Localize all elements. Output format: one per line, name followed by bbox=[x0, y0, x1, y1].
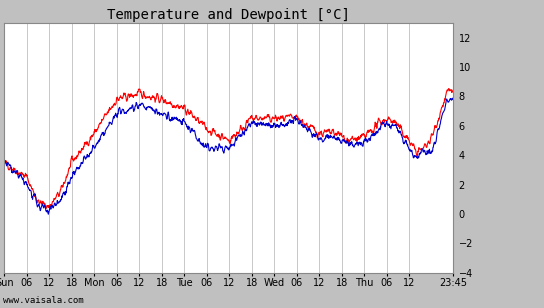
Title: Temperature and Dewpoint [°C]: Temperature and Dewpoint [°C] bbox=[107, 8, 350, 22]
Text: www.vaisala.com: www.vaisala.com bbox=[3, 296, 83, 305]
